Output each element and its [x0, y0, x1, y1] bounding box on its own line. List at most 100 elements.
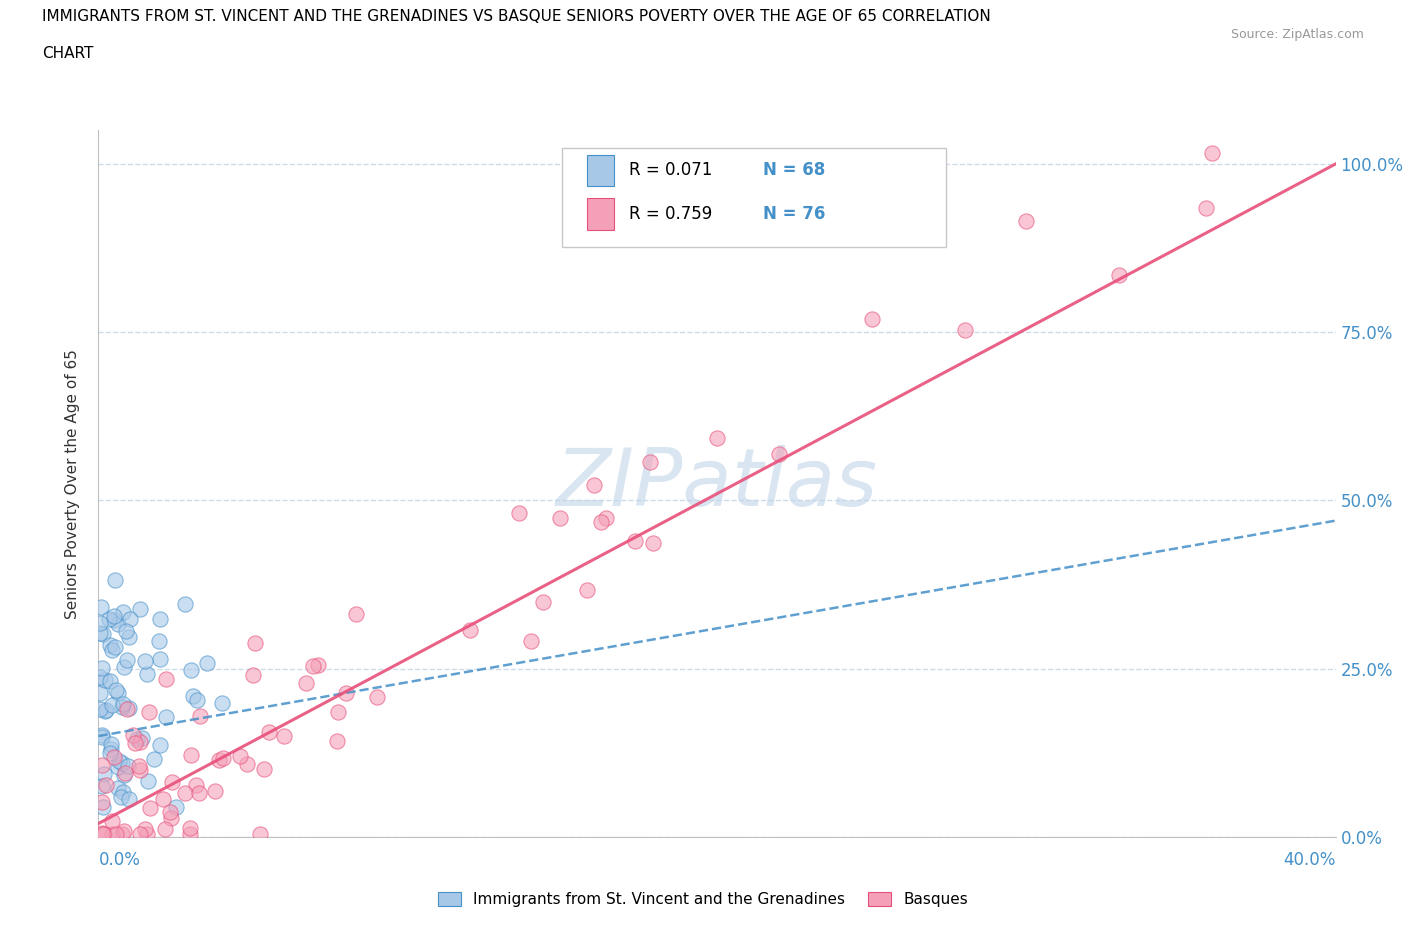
Point — [165, 800, 187, 815]
Point — [108, 753, 131, 768]
Point — [101, 698, 124, 712]
Point — [860, 312, 883, 326]
Point — [112, 659, 135, 674]
Point — [295, 676, 318, 691]
Point — [129, 763, 152, 777]
Point — [112, 824, 135, 839]
Point — [114, 765, 136, 780]
Point — [91, 778, 114, 793]
Point — [228, 749, 250, 764]
Point — [188, 709, 211, 724]
Point — [104, 640, 127, 655]
Point — [107, 760, 129, 775]
Point — [122, 728, 145, 743]
Point — [211, 696, 233, 711]
Point — [953, 323, 976, 338]
Point — [1195, 200, 1218, 215]
Point — [155, 821, 177, 836]
Point — [638, 455, 661, 470]
Point — [103, 750, 125, 764]
Point — [195, 656, 218, 671]
Point — [107, 781, 129, 796]
Point — [148, 633, 170, 648]
Point — [253, 762, 276, 777]
Point — [326, 705, 349, 720]
Point — [94, 702, 117, 717]
Point — [149, 611, 172, 626]
Point — [90, 660, 112, 675]
Point — [243, 635, 266, 650]
Point — [1201, 145, 1223, 160]
Point — [89, 616, 111, 631]
Point — [107, 685, 129, 700]
Point — [149, 652, 172, 667]
Point — [104, 826, 127, 841]
Point — [302, 658, 325, 673]
Point — [531, 595, 554, 610]
Point — [1015, 214, 1038, 229]
Point — [184, 777, 207, 792]
Point — [249, 826, 271, 841]
Point — [307, 658, 329, 672]
Point — [111, 604, 134, 619]
Bar — [588, 198, 614, 230]
Point — [366, 690, 388, 705]
Point — [111, 785, 134, 800]
Point — [138, 704, 160, 719]
Point — [128, 758, 150, 773]
Point — [589, 514, 612, 529]
Point — [131, 730, 153, 745]
Point — [91, 826, 114, 841]
Point — [595, 511, 617, 525]
Point — [458, 623, 481, 638]
Point — [344, 606, 367, 621]
Point — [212, 751, 235, 765]
Point — [98, 638, 121, 653]
Point — [186, 692, 208, 707]
Point — [89, 702, 111, 717]
Y-axis label: Seniors Poverty Over the Age of 65: Seniors Poverty Over the Age of 65 — [65, 349, 80, 618]
Point — [155, 672, 177, 687]
Point — [1108, 267, 1130, 282]
Text: 40.0%: 40.0% — [1284, 851, 1336, 870]
Point — [187, 785, 209, 800]
Point — [204, 783, 226, 798]
Text: 0.0%: 0.0% — [98, 851, 141, 870]
Point — [104, 683, 127, 698]
Point — [143, 751, 166, 766]
Point — [91, 800, 114, 815]
Point — [257, 725, 280, 740]
Point — [117, 759, 139, 774]
Point — [98, 745, 121, 760]
Point — [208, 752, 231, 767]
Point — [139, 801, 162, 816]
Point — [111, 826, 134, 841]
Point — [242, 668, 264, 683]
Point — [641, 535, 664, 550]
Point — [100, 737, 122, 751]
Point — [91, 626, 114, 641]
Point — [111, 699, 134, 714]
Point — [89, 600, 111, 615]
Point — [548, 511, 571, 525]
Point — [118, 700, 141, 715]
Point — [112, 697, 135, 711]
Point — [93, 767, 115, 782]
Point — [149, 737, 172, 752]
Point — [124, 736, 146, 751]
FancyBboxPatch shape — [562, 148, 946, 246]
Point — [94, 672, 117, 687]
Point — [90, 794, 112, 809]
Point — [180, 663, 202, 678]
Point — [273, 729, 295, 744]
Point — [623, 534, 645, 549]
Point — [179, 826, 201, 841]
Point — [104, 573, 127, 588]
Point — [91, 728, 114, 743]
Point — [162, 775, 184, 790]
Point — [576, 582, 599, 597]
Bar — [588, 154, 614, 186]
Point — [128, 735, 150, 750]
Text: N = 76: N = 76 — [763, 205, 825, 222]
Point — [90, 757, 112, 772]
